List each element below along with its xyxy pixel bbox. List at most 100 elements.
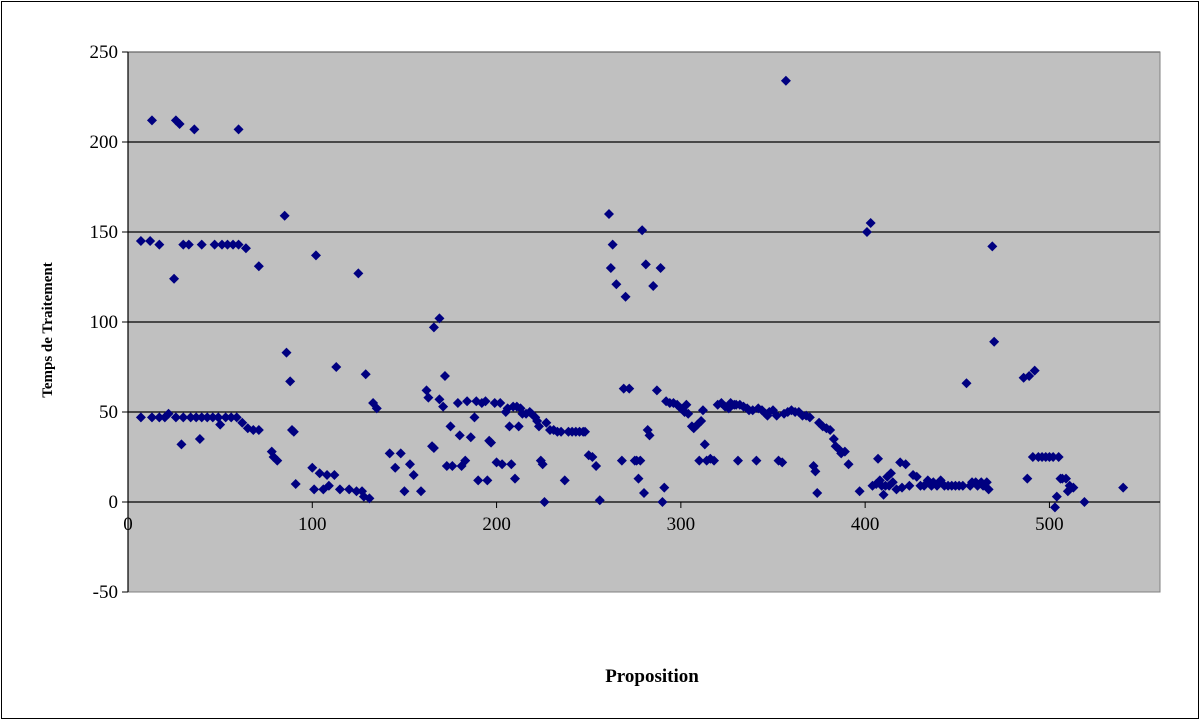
data-point: [887, 477, 898, 488]
data-point: [648, 281, 659, 291]
data-point: [213, 412, 224, 423]
data-point: [709, 455, 720, 466]
data-point: [810, 466, 821, 477]
y-tick-label: 50: [99, 402, 118, 423]
data-point: [603, 209, 614, 219]
data-point: [1079, 497, 1090, 507]
data-point: [651, 385, 662, 396]
data-point: [885, 468, 896, 479]
data-point: [170, 412, 181, 423]
data-point: [1029, 365, 1040, 376]
data-point: [659, 482, 670, 493]
data-point: [580, 426, 591, 437]
data-point: [447, 461, 458, 471]
data-point: [1053, 452, 1064, 462]
data-point: [196, 239, 207, 250]
data-point: [513, 421, 524, 432]
data-point: [1027, 452, 1038, 462]
y-tick-label: 150: [90, 222, 119, 243]
data-point: [1048, 452, 1059, 462]
data-point: [434, 394, 445, 405]
data-point: [146, 412, 157, 423]
data-point: [987, 241, 998, 252]
data-point: [314, 468, 325, 479]
data-point: [428, 322, 439, 333]
data-point: [1051, 491, 1062, 502]
data-point: [390, 462, 401, 473]
data-points: [135, 75, 1129, 513]
data-point: [154, 239, 165, 250]
data-point: [279, 210, 290, 221]
data-point: [462, 396, 473, 407]
data-point: [183, 239, 194, 250]
data-point: [285, 376, 296, 387]
data-point: [904, 480, 915, 491]
data-point: [751, 455, 762, 466]
data-point: [441, 461, 452, 471]
data-point: [861, 227, 872, 237]
data-point: [873, 453, 884, 464]
x-tick-label: 300: [667, 514, 696, 535]
data-point: [323, 480, 334, 491]
data-point: [191, 412, 202, 423]
data-point: [237, 417, 248, 428]
data-point: [253, 425, 264, 435]
data-point: [310, 250, 321, 261]
x-axis-title: Proposition: [605, 666, 699, 687]
data-point: [620, 291, 631, 302]
data-point: [178, 412, 189, 423]
data-point: [351, 486, 362, 497]
x-tick-label: 400: [851, 514, 880, 535]
x-tick-label: 500: [1035, 514, 1064, 535]
data-point: [281, 347, 292, 358]
data-point: [489, 398, 500, 408]
x-tick-label: 100: [298, 514, 327, 535]
data-point: [897, 482, 907, 493]
data-point: [1061, 473, 1072, 484]
data-point: [460, 455, 471, 466]
data-point: [825, 425, 836, 435]
data-point: [163, 408, 174, 419]
data-point: [696, 416, 707, 426]
data-point: [207, 412, 218, 423]
data-point: [454, 430, 465, 441]
data-point: [843, 459, 854, 470]
data-point: [434, 313, 445, 324]
data-point: [537, 459, 548, 470]
data-point: [771, 410, 782, 421]
data-point: [639, 488, 649, 498]
data-point: [839, 446, 850, 457]
data-point: [322, 470, 333, 480]
data-point: [780, 75, 791, 86]
y-axis-title: Temps de Traitement: [40, 262, 56, 398]
data-point: [209, 239, 220, 250]
y-tick-label: 100: [90, 312, 119, 333]
data-point: [226, 412, 237, 423]
data-point: [556, 426, 567, 437]
data-point: [983, 484, 994, 495]
data-point: [989, 336, 1000, 347]
data-point: [189, 124, 200, 135]
data-point: [480, 396, 491, 407]
data-point: [681, 399, 692, 410]
data-point: [215, 419, 226, 430]
data-point: [248, 425, 259, 435]
data-point: [438, 401, 449, 412]
data-point: [290, 479, 301, 489]
data-point: [176, 439, 187, 450]
data-point: [220, 412, 231, 423]
data-point: [309, 484, 320, 495]
data-point: [399, 486, 410, 497]
data-point: [900, 459, 911, 470]
data-point: [605, 263, 616, 273]
data-point: [231, 412, 242, 423]
data-point: [683, 408, 694, 419]
data-point: [253, 261, 264, 272]
data-point: [154, 412, 165, 423]
x-tick-label: 0: [123, 514, 133, 535]
data-point: [611, 279, 622, 290]
data-point: [957, 480, 968, 491]
data-point: [657, 497, 668, 507]
data-point: [202, 412, 213, 423]
